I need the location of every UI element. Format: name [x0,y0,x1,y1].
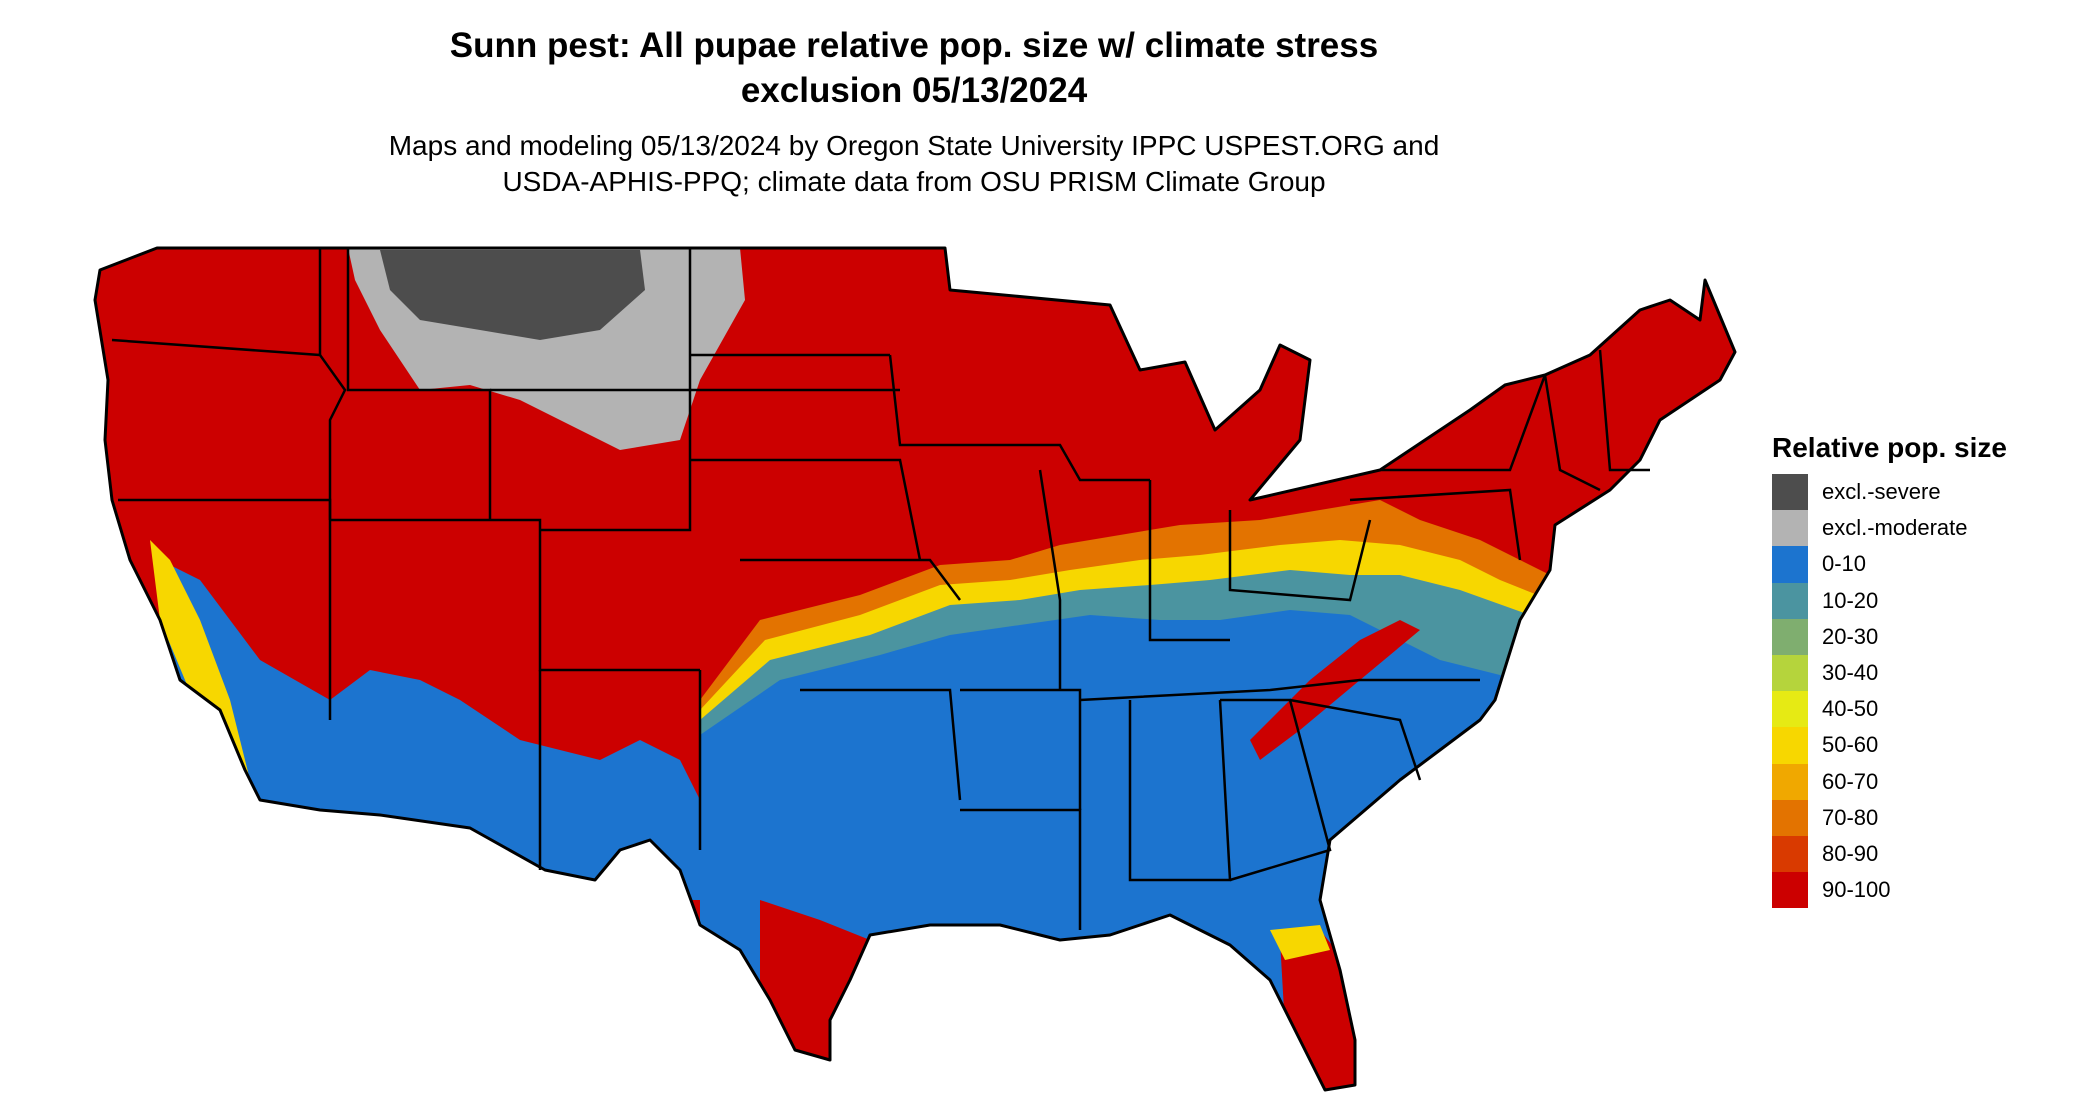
legend-label: 30-40 [1822,660,1879,686]
zone-excl-severe [380,250,645,340]
legend-swatch [1772,546,1808,583]
legend-items: excl.-severe excl.-moderate 0-10 10-20 20-30… [1772,474,2072,909]
state-border-ar [960,688,1082,810]
state-border-new-england [1543,374,1601,492]
legend-swatch [1772,618,1808,655]
legend-item: 60-70 [1772,763,2072,800]
legend-label: excl.-severe [1822,479,1941,505]
legend-label: 0-10 [1822,551,1867,577]
legend-item: excl.-severe [1772,474,2072,511]
state-border-ms-al [1128,699,1232,882]
state-borders [111,248,1650,930]
state-border-pa [1349,488,1522,561]
state-border-ia-mo [888,354,1150,482]
us-outline [93,246,1737,1092]
map-title-line-2: exclusion 05/13/2024 [740,71,1088,110]
map-subtitle-line-2: USDA-APHIS-PPQ; climate data from OSU PR… [502,166,1326,197]
legend-swatch [1772,691,1808,728]
zone-90-100-appalachia [1250,620,1420,760]
legend-item: 40-50 [1772,691,2072,728]
legend-swatch [1772,835,1808,873]
state-border-in [1148,480,1230,642]
legend-item: 10-20 [1772,582,2072,619]
legend-swatch [1772,474,1808,511]
zone-0-10 [700,610,1600,1090]
state-border-ca-nv [118,498,332,720]
state-border-vt-nh [1598,349,1650,472]
legend-label: 80-90 [1822,840,1879,866]
map-title-line-1: Sunn pest: All pupae relative pop. size … [449,26,1379,65]
state-border-sc [1289,698,1422,781]
legend-item: 50-60 [1772,727,2072,764]
legend-title: Relative pop. size [1772,432,2007,463]
state-border-ok-tx [800,688,962,801]
legend-label: 70-80 [1822,804,1879,830]
state-border-tn-nc [1079,678,1480,702]
state-border-il-mo [1038,469,1062,690]
legend-item: 70-80 [1772,799,2072,836]
legend-label: 90-100 [1822,877,1891,903]
legend-swatch [1772,510,1808,547]
legend-label: 20-30 [1822,623,1879,649]
state-border-ne-ks [690,458,922,561]
legend-label: 50-60 [1822,732,1879,758]
state-border-id-or [318,354,347,520]
legend-item: 30-40 [1772,654,2072,692]
state-border-ga [1220,698,1332,882]
legend-label: excl.-moderate [1822,515,1968,541]
state-border-la [960,808,1082,930]
state-border-ut [330,518,700,672]
legend-swatch [1772,799,1808,836]
state-border-oh [1228,510,1372,602]
legend: Relative pop. size excl.-severe excl.-mod… [1772,430,2072,909]
legend-swatch [1772,763,1808,800]
map-subtitle-line-1: Maps and modeling 05/13/2024 by Oregon S… [388,130,1440,161]
legend-swatch [1772,654,1808,692]
state-border-mt-id [346,248,492,520]
legend-label: 40-50 [1822,696,1879,722]
legend-item: 20-30 [1772,618,2072,655]
zone-50-60-florida [1270,925,1330,960]
legend-label: 60-70 [1822,768,1879,794]
state-border-ks-ok [740,558,961,601]
legend-item: 0-10 [1772,546,2072,583]
legend-item: excl.-moderate [1772,510,2072,547]
legend-label: 10-20 [1822,587,1879,613]
state-border-ny [1380,374,1547,472]
legend-item: 90-100 [1772,872,2072,909]
state-border-nd-sd [688,248,900,392]
legend-swatch [1772,582,1808,619]
legend-swatch [1772,727,1808,764]
legend-item: 80-90 [1772,835,2072,873]
legend-swatch [1772,872,1808,909]
